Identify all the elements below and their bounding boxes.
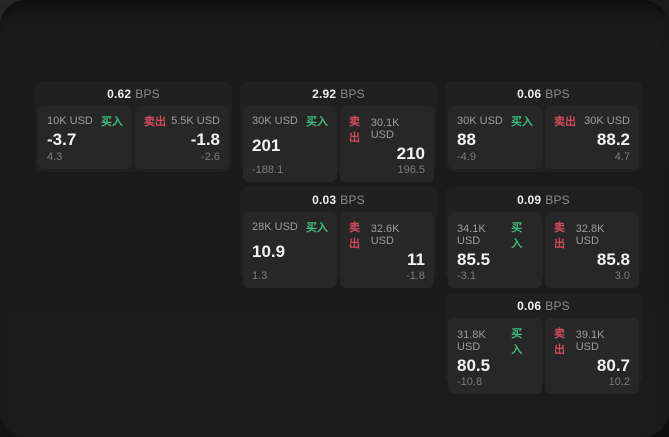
buy-delta: -3.1 <box>457 269 476 282</box>
bps-unit-label: BPS <box>135 86 160 101</box>
buy-delta: -4.9 <box>457 151 476 163</box>
bps-value: 0.09 <box>517 192 542 207</box>
sell-delta: 4.7 <box>614 151 630 163</box>
buy-delta: -188.1 <box>252 163 284 176</box>
bps-header: 0.06 BPS <box>448 293 639 318</box>
buy-size: 34.1K USD <box>457 223 486 247</box>
sell-size: 5.5K USD <box>171 115 220 127</box>
sell-delta: 196.5 <box>397 163 425 176</box>
quote-card: 0.03 BPS 28K USD 买入 10.9 1.3 卖出 32.6K US… <box>240 187 437 288</box>
buy-panel[interactable]: 31.8K USD 买入 80.5 -10.8 <box>448 318 542 394</box>
sell-size: 39.1K USD <box>575 329 605 353</box>
buy-price: 10.9 <box>252 242 286 261</box>
buy-price: 88 <box>457 129 476 149</box>
buy-side-label: 买入 <box>306 116 328 128</box>
bps-unit-label: BPS <box>545 192 570 207</box>
sell-side-label: 卖出 <box>554 116 576 128</box>
buy-panel[interactable]: 28K USD 买入 10.9 1.3 <box>243 212 337 288</box>
bps-header: 0.06 BPS <box>448 81 639 106</box>
bps-header: 0.62 BPS <box>38 81 229 106</box>
sell-panel[interactable]: 卖出 39.1K USD 80.7 10.2 <box>545 318 639 394</box>
sell-size: 30.1K USD <box>370 117 400 141</box>
sell-side-label: 卖出 <box>144 116 166 128</box>
quote-card-grid: 0.62 BPS 10K USD 买入 -3.7 4.3 卖出 5.5K USD <box>35 81 642 394</box>
buy-panel[interactable]: 30K USD 买入 201 -188.1 <box>243 106 337 182</box>
sell-panel[interactable]: 卖出 5.5K USD -1.8 -2.6 <box>135 106 229 169</box>
buy-panel[interactable]: 30K USD 买入 88 -4.9 <box>448 106 542 169</box>
buy-side-label: 买入 <box>306 222 328 234</box>
buy-price: 85.5 <box>457 250 491 269</box>
sell-panel[interactable]: 卖出 32.6K USD 11 -1.8 <box>340 212 434 288</box>
sell-side-label: 卖出 <box>554 328 565 356</box>
quote-card: 0.06 BPS 30K USD 买入 88 -4.9 卖出 30K USD <box>445 81 642 172</box>
buy-side-label: 买入 <box>511 328 523 356</box>
quote-card: 0.09 BPS 34.1K USD 买入 85.5 -3.1 卖出 32.8K… <box>445 187 642 288</box>
buy-panel[interactable]: 10K USD 买入 -3.7 4.3 <box>38 106 132 169</box>
buy-price: 201 <box>252 136 281 155</box>
sell-panel[interactable]: 卖出 30.1K USD 210 196.5 <box>340 106 434 182</box>
sell-panel[interactable]: 卖出 32.8K USD 85.8 3.0 <box>545 212 639 288</box>
buy-side-label: 买入 <box>511 222 523 250</box>
sell-price: 88.2 <box>596 129 630 149</box>
bps-unit-label: BPS <box>340 192 365 207</box>
buy-size: 31.8K USD <box>457 329 486 353</box>
buy-delta: 4.3 <box>47 151 63 163</box>
bps-value: 2.92 <box>312 86 337 101</box>
buy-panel[interactable]: 34.1K USD 买入 85.5 -3.1 <box>448 212 542 288</box>
sell-delta: -1.8 <box>406 269 425 282</box>
bps-unit-label: BPS <box>545 298 570 313</box>
sell-side-label: 卖出 <box>554 222 565 250</box>
sell-side-label: 卖出 <box>349 222 360 250</box>
quote-card: 2.92 BPS 30K USD 买入 201 -188.1 卖出 30.1K … <box>240 81 437 182</box>
sell-side-label: 卖出 <box>349 116 360 144</box>
sell-delta: 3.0 <box>614 269 630 282</box>
buy-size: 28K USD <box>252 221 298 233</box>
buy-side-label: 买入 <box>511 116 533 128</box>
quote-card: 0.06 BPS 31.8K USD 买入 80.5 -10.8 卖出 39.1… <box>445 293 642 394</box>
bps-value: 0.06 <box>517 86 542 101</box>
buy-delta: -10.8 <box>457 375 483 388</box>
buy-size: 30K USD <box>252 115 298 127</box>
bps-unit-label: BPS <box>340 86 365 101</box>
buy-price: -3.7 <box>47 129 77 149</box>
bps-header: 0.09 BPS <box>448 187 639 212</box>
buy-size: 10K USD <box>47 115 93 127</box>
quote-card: 0.62 BPS 10K USD 买入 -3.7 4.3 卖出 5.5K USD <box>35 81 232 172</box>
sell-price: 11 <box>407 250 425 269</box>
sell-panel[interactable]: 卖出 30K USD 88.2 4.7 <box>545 106 639 169</box>
sell-delta: -2.6 <box>201 151 220 163</box>
bps-value: 0.06 <box>517 298 542 313</box>
sell-size: 30K USD <box>584 115 630 127</box>
sell-price: 80.7 <box>596 356 630 375</box>
bps-value: 0.62 <box>107 86 132 101</box>
sell-price: -1.8 <box>190 129 220 149</box>
sell-delta: 10.2 <box>608 375 630 388</box>
buy-delta: 1.3 <box>252 269 268 282</box>
bps-unit-label: BPS <box>545 86 570 101</box>
sell-price: 210 <box>396 144 425 163</box>
buy-side-label: 买入 <box>101 116 123 128</box>
sell-price: 85.8 <box>596 250 630 269</box>
buy-price: 80.5 <box>457 356 491 375</box>
bps-header: 0.03 BPS <box>243 187 434 212</box>
buy-size: 30K USD <box>457 115 503 127</box>
bps-header: 2.92 BPS <box>243 81 434 106</box>
bps-value: 0.03 <box>312 192 337 207</box>
sell-size: 32.8K USD <box>575 223 605 247</box>
sell-size: 32.6K USD <box>370 223 400 247</box>
